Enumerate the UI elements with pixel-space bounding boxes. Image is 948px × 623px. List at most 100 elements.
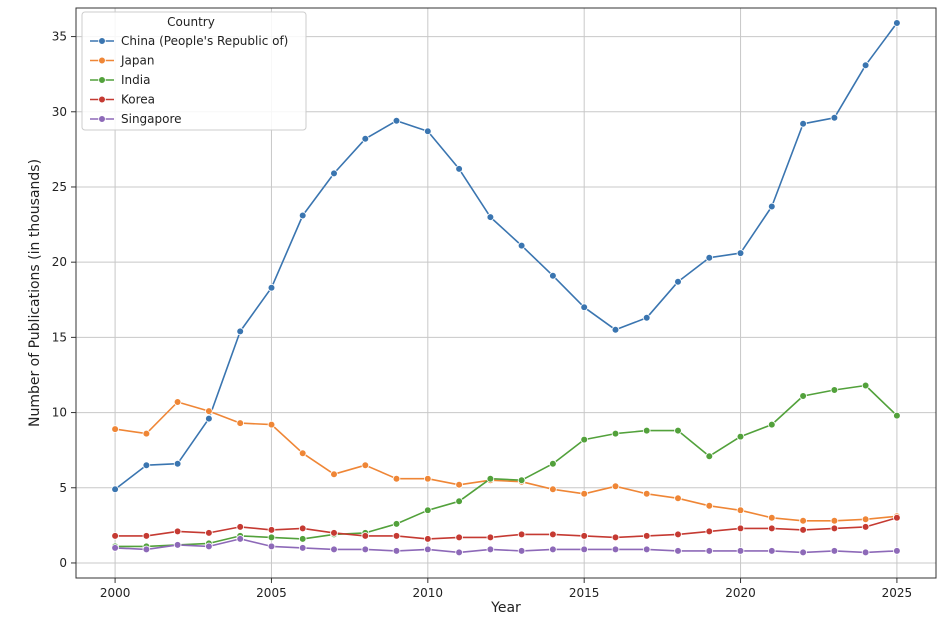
data-point [392,474,401,483]
data-point [517,241,526,250]
legend-item: Korea [90,93,155,107]
data-point [642,426,651,435]
data-point [705,501,714,510]
legend-item: India [90,73,150,87]
data-point [298,211,307,220]
data-point [893,411,901,420]
data-point [267,420,276,429]
data-point [455,497,463,506]
legend-item: Japan [90,54,154,68]
legend-swatch-marker [98,76,106,84]
y-tick-label: 5 [59,481,67,495]
data-point [549,271,557,280]
series-line [115,517,898,540]
data-point [392,532,401,540]
data-point [674,494,682,503]
data-point [111,544,119,552]
data-point [580,545,588,554]
data-point [580,435,588,444]
y-tick-label: 20 [52,255,67,269]
series-line [114,401,897,522]
data-point [642,489,651,498]
data-point [205,414,213,423]
data-point [298,535,307,543]
legend-swatch-marker [98,95,106,104]
data-point [674,277,682,286]
data-point [799,516,807,525]
data-point [267,542,276,551]
data-point [736,547,745,555]
data-point [861,515,870,524]
plot-frame [75,7,937,579]
data-point [674,530,682,539]
data-point [674,547,682,555]
data-point [611,482,620,491]
data-point [486,545,495,554]
data-point [361,532,370,540]
data-point [455,548,463,557]
data-point [611,325,620,334]
data-point [642,313,651,322]
data-point [736,432,745,441]
data-point [767,420,776,429]
data-point [611,533,620,542]
data-point [111,425,119,433]
data-point [392,520,401,528]
y-tick-label: 0 [59,556,67,570]
data-point [861,381,870,390]
data-point [236,535,245,543]
data-point [767,547,776,555]
data-point [361,461,370,470]
x-tick-label: 2015 [569,586,600,600]
grid [76,8,936,578]
data-point [423,127,432,136]
data-point [705,253,714,262]
data-point [799,120,807,128]
data-point [205,542,213,551]
data-point [549,545,557,554]
data-point [111,532,119,540]
data-point [830,114,839,122]
data-point [205,529,213,537]
data-point [330,545,338,554]
data-point [893,547,901,555]
data-point [517,547,526,555]
data-point [173,527,182,536]
data-point [330,169,338,178]
legend-label: Japan [120,54,154,68]
data-point [267,283,276,292]
series-line [115,538,897,554]
data-point [236,419,245,427]
data-point [549,459,557,468]
data-point [455,165,463,173]
data-point [830,516,839,525]
x-tick-label: 2000 [100,586,131,600]
y-tick-label: 25 [52,180,67,194]
data-point [142,532,151,540]
data-point [111,485,119,494]
data-point [642,532,651,540]
data-point [674,426,682,435]
data-point [611,429,620,438]
data-point [830,386,839,394]
y-tick-label: 15 [52,330,67,344]
data-point [736,524,745,533]
data-point [830,524,839,533]
data-point [486,533,495,542]
series-line [114,22,898,490]
data-point [330,529,338,537]
data-point [486,213,495,221]
data-point [705,452,714,461]
series-3 [111,513,901,543]
data-point [642,545,651,554]
data-point [142,545,151,554]
data-point [455,480,463,489]
data-point [423,474,432,483]
series-4 [111,535,901,557]
legend-label: Singapore [121,112,182,126]
y-tick-label: 30 [52,105,67,119]
legend-item: China (People's Republic of) [90,34,288,48]
y-axis-label: Number of Publications (in thousands) [27,159,43,427]
data-point [580,489,588,498]
legend: Country China (People's Republic of) Japa… [81,11,307,131]
